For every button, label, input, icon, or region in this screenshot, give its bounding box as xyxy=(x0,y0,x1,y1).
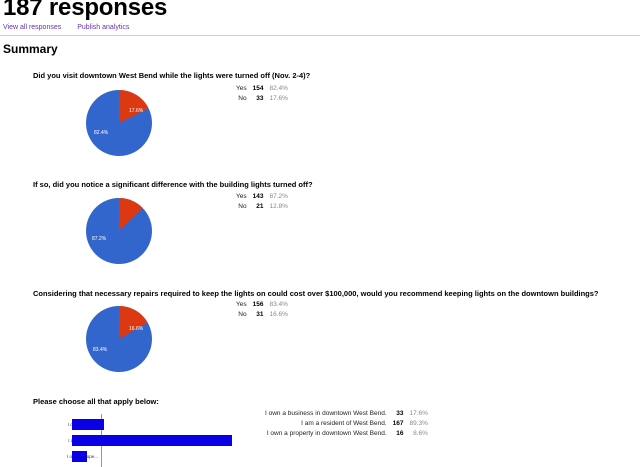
summary-heading: Summary xyxy=(3,42,58,56)
publish-analytics-link[interactable]: Publish analytics xyxy=(77,24,130,31)
pie-label-major: 87.2% xyxy=(92,236,107,242)
view-all-responses-link[interactable]: View all responses xyxy=(3,24,62,31)
question-4-title: Please choose all that apply below: xyxy=(33,397,159,406)
stats-row: I own a business in downtown West Bend. 3… xyxy=(265,410,428,417)
question-1-title: Did you visit downtown West Bend while t… xyxy=(33,71,311,80)
question-1-pie-chart: 82.4% 17.6% xyxy=(86,90,152,156)
pie-label-major: 83.4% xyxy=(93,347,108,353)
question-2-title: If so, did you notice a significant diff… xyxy=(33,180,313,189)
question-4-bar-chart: I own a busin... I am a reside... I own … xyxy=(30,414,240,467)
question-2-pie-chart: 87.2% xyxy=(86,198,152,264)
question-1-stats: Yes 154 82.4% No 33 17.6% xyxy=(233,84,291,104)
question-2-stats: Yes 143 87.2% No 21 12.8% xyxy=(233,192,291,212)
pie-slice-no xyxy=(119,90,149,123)
pie-slice-no xyxy=(119,198,143,231)
question-4-stats: I own a business in downtown West Bend. 3… xyxy=(262,409,431,439)
header-links: View all responses Publish analytics xyxy=(3,24,143,31)
pie-label-major: 82.4% xyxy=(94,130,109,136)
pie-slice-no xyxy=(119,306,148,339)
pie-label-minor: 16.6% xyxy=(129,326,144,332)
stats-row: No 31 16.6% xyxy=(238,311,288,318)
bar-business xyxy=(72,419,104,430)
stats-row: No 21 12.8% xyxy=(238,203,288,210)
question-3-pie-chart: 83.4% 16.6% xyxy=(86,306,152,372)
question-3-stats: Yes 156 83.4% No 31 16.6% xyxy=(233,300,291,320)
stats-row: I am a resident of West Bend. 167 89.3% xyxy=(301,420,428,427)
bar-property xyxy=(72,451,88,462)
pie-label-minor: 17.6% xyxy=(129,108,144,114)
page-title: 187 responses xyxy=(3,0,168,21)
stats-row: I own a property in downtown West Bend. 1… xyxy=(266,430,428,437)
question-3-title: Considering that necessary repairs requi… xyxy=(33,289,599,298)
stats-row: Yes 143 87.2% xyxy=(236,193,288,200)
stats-row: No 33 17.6% xyxy=(238,95,288,102)
divider xyxy=(0,35,640,36)
stats-row: Yes 154 82.4% xyxy=(236,85,288,92)
stats-row: Yes 156 83.4% xyxy=(236,301,288,308)
bar-resident xyxy=(72,435,232,446)
